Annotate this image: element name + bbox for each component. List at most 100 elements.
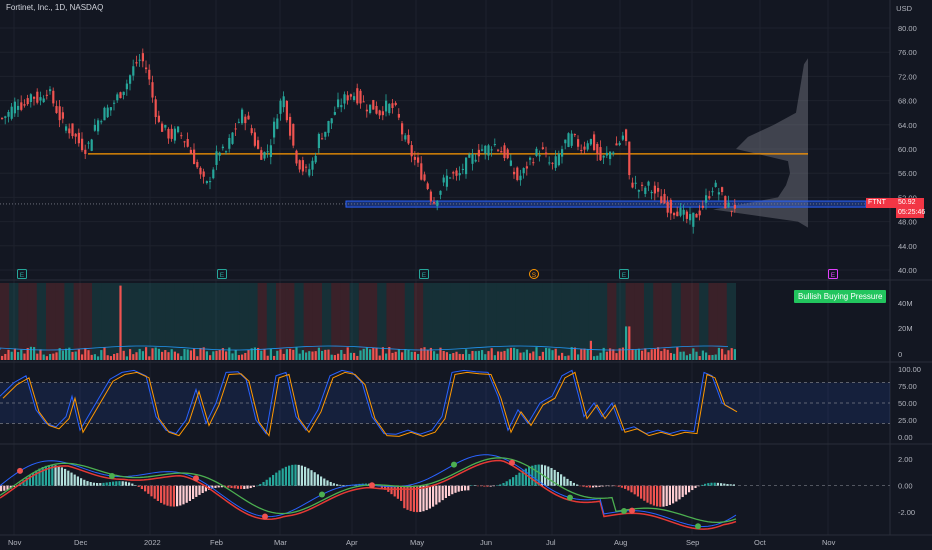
candle-body — [497, 149, 500, 151]
candle-body — [433, 202, 436, 204]
pressure-band — [27, 283, 37, 360]
candle-body — [391, 103, 394, 108]
candle-body — [241, 109, 244, 124]
macd-histogram-bar — [297, 464, 300, 486]
event-marker-3[interactable]: S — [529, 269, 539, 280]
candle-body — [225, 151, 228, 153]
candle-body — [209, 181, 212, 183]
macd-histogram-bar — [668, 485, 671, 505]
macd-histogram-bar — [246, 485, 249, 489]
pressure-band — [625, 283, 635, 360]
price-candles — [1, 48, 736, 234]
candle-body — [442, 177, 445, 183]
candle-body — [481, 149, 484, 151]
volume-bar — [58, 348, 61, 360]
macd-histogram-bar — [201, 485, 204, 494]
volume-bar — [13, 348, 16, 360]
volume-bar — [161, 351, 164, 360]
candle-body — [471, 153, 474, 164]
candle-body — [570, 133, 573, 146]
macd-histogram-bar — [6, 485, 9, 490]
candle-body — [573, 134, 576, 136]
volume-bar — [650, 349, 653, 360]
volume-bar — [362, 348, 365, 360]
volume-bar — [68, 347, 71, 360]
volume-bar — [660, 351, 663, 360]
event-marker-5[interactable]: E — [828, 269, 838, 280]
macd-histogram-bar — [710, 482, 713, 486]
candle-body — [161, 123, 164, 132]
macd-histogram-bar — [448, 485, 451, 496]
volume-bar — [481, 350, 484, 360]
volume-bar — [733, 349, 736, 360]
price-tick-label: 68.00 — [898, 97, 917, 106]
volume-bar — [135, 352, 138, 360]
price-tick-label: 44.00 — [898, 242, 917, 251]
macd-histogram-bar — [697, 485, 700, 487]
event-marker-0[interactable]: E — [17, 269, 27, 280]
candle-body — [7, 111, 10, 117]
macd-histogram-bar — [182, 485, 185, 505]
candle-body — [61, 112, 64, 119]
macd-histogram-bar — [230, 485, 233, 489]
pressure-band — [561, 283, 571, 360]
macd-histogram-bar — [620, 485, 623, 488]
volume-bar — [74, 351, 77, 360]
macd-histogram-bar — [460, 485, 463, 491]
pressure-band — [598, 283, 608, 360]
macd-histogram-bar — [524, 468, 527, 486]
volume-bar — [634, 349, 637, 360]
volume-bar — [84, 347, 87, 360]
volume-bar — [119, 285, 122, 360]
macd-histogram-bar — [694, 485, 697, 489]
macd-histogram-bar — [492, 485, 495, 487]
pressure-band — [552, 283, 562, 360]
macd-histogram-bar — [595, 485, 598, 488]
macd-histogram-bar — [233, 485, 236, 489]
candle-body — [538, 155, 541, 157]
volume-bar — [541, 351, 544, 360]
candle-body — [353, 96, 356, 101]
candle-body — [141, 53, 144, 62]
event-letter: E — [422, 272, 427, 279]
event-marker-4[interactable]: E — [619, 269, 629, 280]
candle-body — [109, 107, 112, 111]
candle-body — [173, 128, 176, 141]
candle-body — [506, 149, 509, 159]
volume-bar — [301, 350, 304, 360]
macd-histogram-bar — [163, 485, 166, 505]
volume-bar — [701, 350, 704, 360]
macd-histogram-bar — [720, 483, 723, 486]
macd-histogram-bar — [662, 485, 665, 507]
volume-bar — [647, 352, 650, 360]
candle-body — [65, 126, 68, 131]
macd-histogram-bar — [89, 482, 92, 486]
volume-bar — [1, 355, 4, 360]
oscillator-tick-label: 0.00 — [898, 433, 913, 442]
volume-bar — [257, 347, 260, 360]
macd-histogram-bar — [588, 485, 591, 488]
event-marker-1[interactable]: E — [217, 269, 227, 280]
pressure-band — [230, 283, 240, 360]
volume-bar — [346, 347, 349, 360]
candle-body — [647, 181, 650, 186]
candle-body — [653, 185, 656, 194]
event-marker-2[interactable]: E — [419, 269, 429, 280]
volume-bar — [564, 356, 567, 360]
macd-histogram-bar — [566, 478, 569, 486]
volume-bar — [509, 347, 512, 360]
candle-body — [519, 175, 522, 181]
pressure-band — [156, 283, 166, 360]
volume-bar — [77, 349, 80, 360]
volume-bar — [193, 348, 196, 360]
volume-bar — [471, 350, 474, 360]
cross-dot-8 — [567, 494, 573, 501]
volume-bar — [205, 351, 208, 360]
volume-bar — [129, 349, 132, 360]
pressure-band — [579, 283, 589, 360]
candle-body — [426, 183, 429, 189]
price-tick-label: 48.00 — [898, 218, 917, 227]
candle-body — [727, 202, 730, 208]
